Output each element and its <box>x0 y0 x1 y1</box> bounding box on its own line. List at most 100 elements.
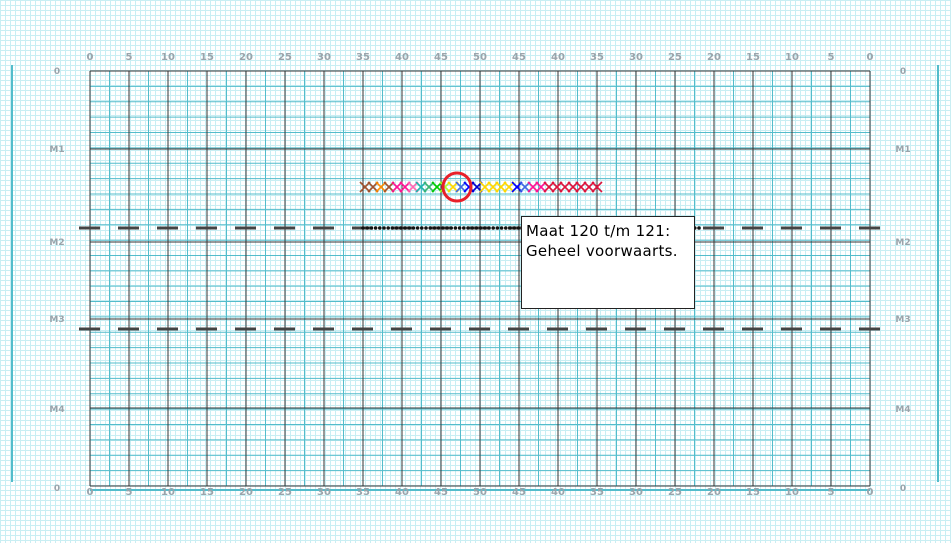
trail-dot <box>504 226 508 230</box>
top-number-label: 40 <box>551 52 565 63</box>
bottom-number-label: 20 <box>239 487 253 498</box>
x-stroke <box>495 181 507 193</box>
trail-dot <box>487 226 491 230</box>
field-side-lines <box>11 65 939 491</box>
band-member-x[interactable] <box>495 181 507 193</box>
trail-dot <box>499 226 504 230</box>
trail-dot <box>411 226 416 230</box>
band-member-x[interactable] <box>471 181 483 193</box>
band-member-x[interactable] <box>543 181 555 193</box>
trail-dot <box>365 226 370 230</box>
band-member-x[interactable] <box>367 181 379 193</box>
x-stroke <box>399 181 411 193</box>
right-marker-label: 0 <box>900 67 906 77</box>
band-member-x[interactable] <box>591 181 603 193</box>
band-member-x[interactable] <box>463 181 475 193</box>
band-member-x[interactable] <box>431 181 443 193</box>
top-number-label: 20 <box>707 52 721 63</box>
left-marker-label: M2 <box>49 238 64 248</box>
selected-member-circle[interactable] <box>441 171 473 203</box>
trail-dot <box>441 226 445 230</box>
instruction-tooltip: Maat 120 t/m 121: Geheel voorwaarts. <box>521 216 695 309</box>
left-marker-label: 0 <box>54 484 60 494</box>
left-marker-label: M3 <box>49 315 64 325</box>
bottom-number-label: 50 <box>473 487 487 498</box>
band-member-x[interactable] <box>535 181 547 193</box>
band-member-x[interactable] <box>391 181 403 193</box>
band-member-x[interactable] <box>383 181 395 193</box>
band-member-x[interactable] <box>439 181 451 193</box>
x-stroke <box>423 181 435 193</box>
top-number-label: 45 <box>434 52 448 63</box>
trail-dot <box>386 226 391 230</box>
band-member-x[interactable] <box>447 181 459 193</box>
x-stroke <box>391 181 403 193</box>
trail-dot <box>369 226 374 230</box>
band-member-x[interactable] <box>407 181 419 193</box>
band-member-x[interactable] <box>399 181 411 193</box>
top-number-label: 25 <box>668 52 682 63</box>
top-number-label: 20 <box>239 52 253 63</box>
band-member-x[interactable] <box>527 181 539 193</box>
instruction-line-1: Maat 120 t/m 121: <box>526 222 671 240</box>
top-number-label: 0 <box>867 52 874 63</box>
x-stroke <box>471 181 483 193</box>
band-member-x[interactable] <box>519 181 531 193</box>
x-stroke <box>583 181 595 193</box>
band-member-x[interactable] <box>583 181 595 193</box>
trail-dot <box>373 226 378 230</box>
trail-dot <box>390 226 395 230</box>
x-stroke <box>575 181 587 193</box>
bottom-number-label: 5 <box>828 487 835 498</box>
x-stroke <box>407 181 419 193</box>
right-marker-label: M3 <box>895 315 910 325</box>
x-stroke <box>503 181 515 193</box>
band-member-x[interactable] <box>359 181 371 193</box>
trail-dot <box>424 226 428 230</box>
band-member-x[interactable] <box>375 181 387 193</box>
left-marker-labels: 0 M1 M2 M3 M4 0 <box>49 67 64 494</box>
x-stroke <box>431 181 443 193</box>
band-member-x[interactable] <box>551 181 563 193</box>
right-marker-labels: 0 M1 M2 M3 M4 0 <box>895 67 910 494</box>
trail-dot <box>394 226 399 230</box>
x-stroke <box>375 181 387 193</box>
trail-dot <box>453 226 458 230</box>
trail-dot <box>428 226 433 230</box>
x-stroke <box>511 181 523 193</box>
band-member-x[interactable] <box>503 181 515 193</box>
band-member-x[interactable] <box>479 181 491 193</box>
bottom-number-label: 20 <box>707 487 721 498</box>
bottom-number-label: 35 <box>356 487 370 498</box>
trail-dot <box>508 226 512 230</box>
bottom-number-label: 45 <box>434 487 448 498</box>
band-member-x[interactable] <box>559 181 571 193</box>
x-stroke <box>463 181 475 193</box>
trail-dot <box>474 226 479 230</box>
bottom-number-label: 25 <box>668 487 682 498</box>
top-number-label: 10 <box>161 52 175 63</box>
right-marker-label: M4 <box>895 405 910 415</box>
trail-dot <box>420 226 424 230</box>
top-number-label: 25 <box>278 52 292 63</box>
band-member-x[interactable] <box>567 181 579 193</box>
trail-dot <box>449 226 454 230</box>
band-member-x[interactable] <box>511 181 523 193</box>
trail-dot <box>382 226 386 230</box>
top-number-label: 30 <box>629 52 643 63</box>
trail-dot <box>697 226 701 230</box>
bottom-number-label: 15 <box>746 487 760 498</box>
band-member-x[interactable] <box>487 181 499 193</box>
band-member-x[interactable] <box>423 181 435 193</box>
band-member-markers[interactable] <box>359 181 603 193</box>
trail-dot <box>403 226 407 230</box>
trail-dot <box>457 226 462 230</box>
band-member-x[interactable] <box>575 181 587 193</box>
x-stroke <box>415 181 427 193</box>
right-marker-label: M2 <box>895 238 910 248</box>
bottom-number-label: 25 <box>278 487 292 498</box>
band-member-x[interactable] <box>455 181 467 193</box>
trail-dot <box>436 226 441 230</box>
band-member-x[interactable] <box>415 181 427 193</box>
